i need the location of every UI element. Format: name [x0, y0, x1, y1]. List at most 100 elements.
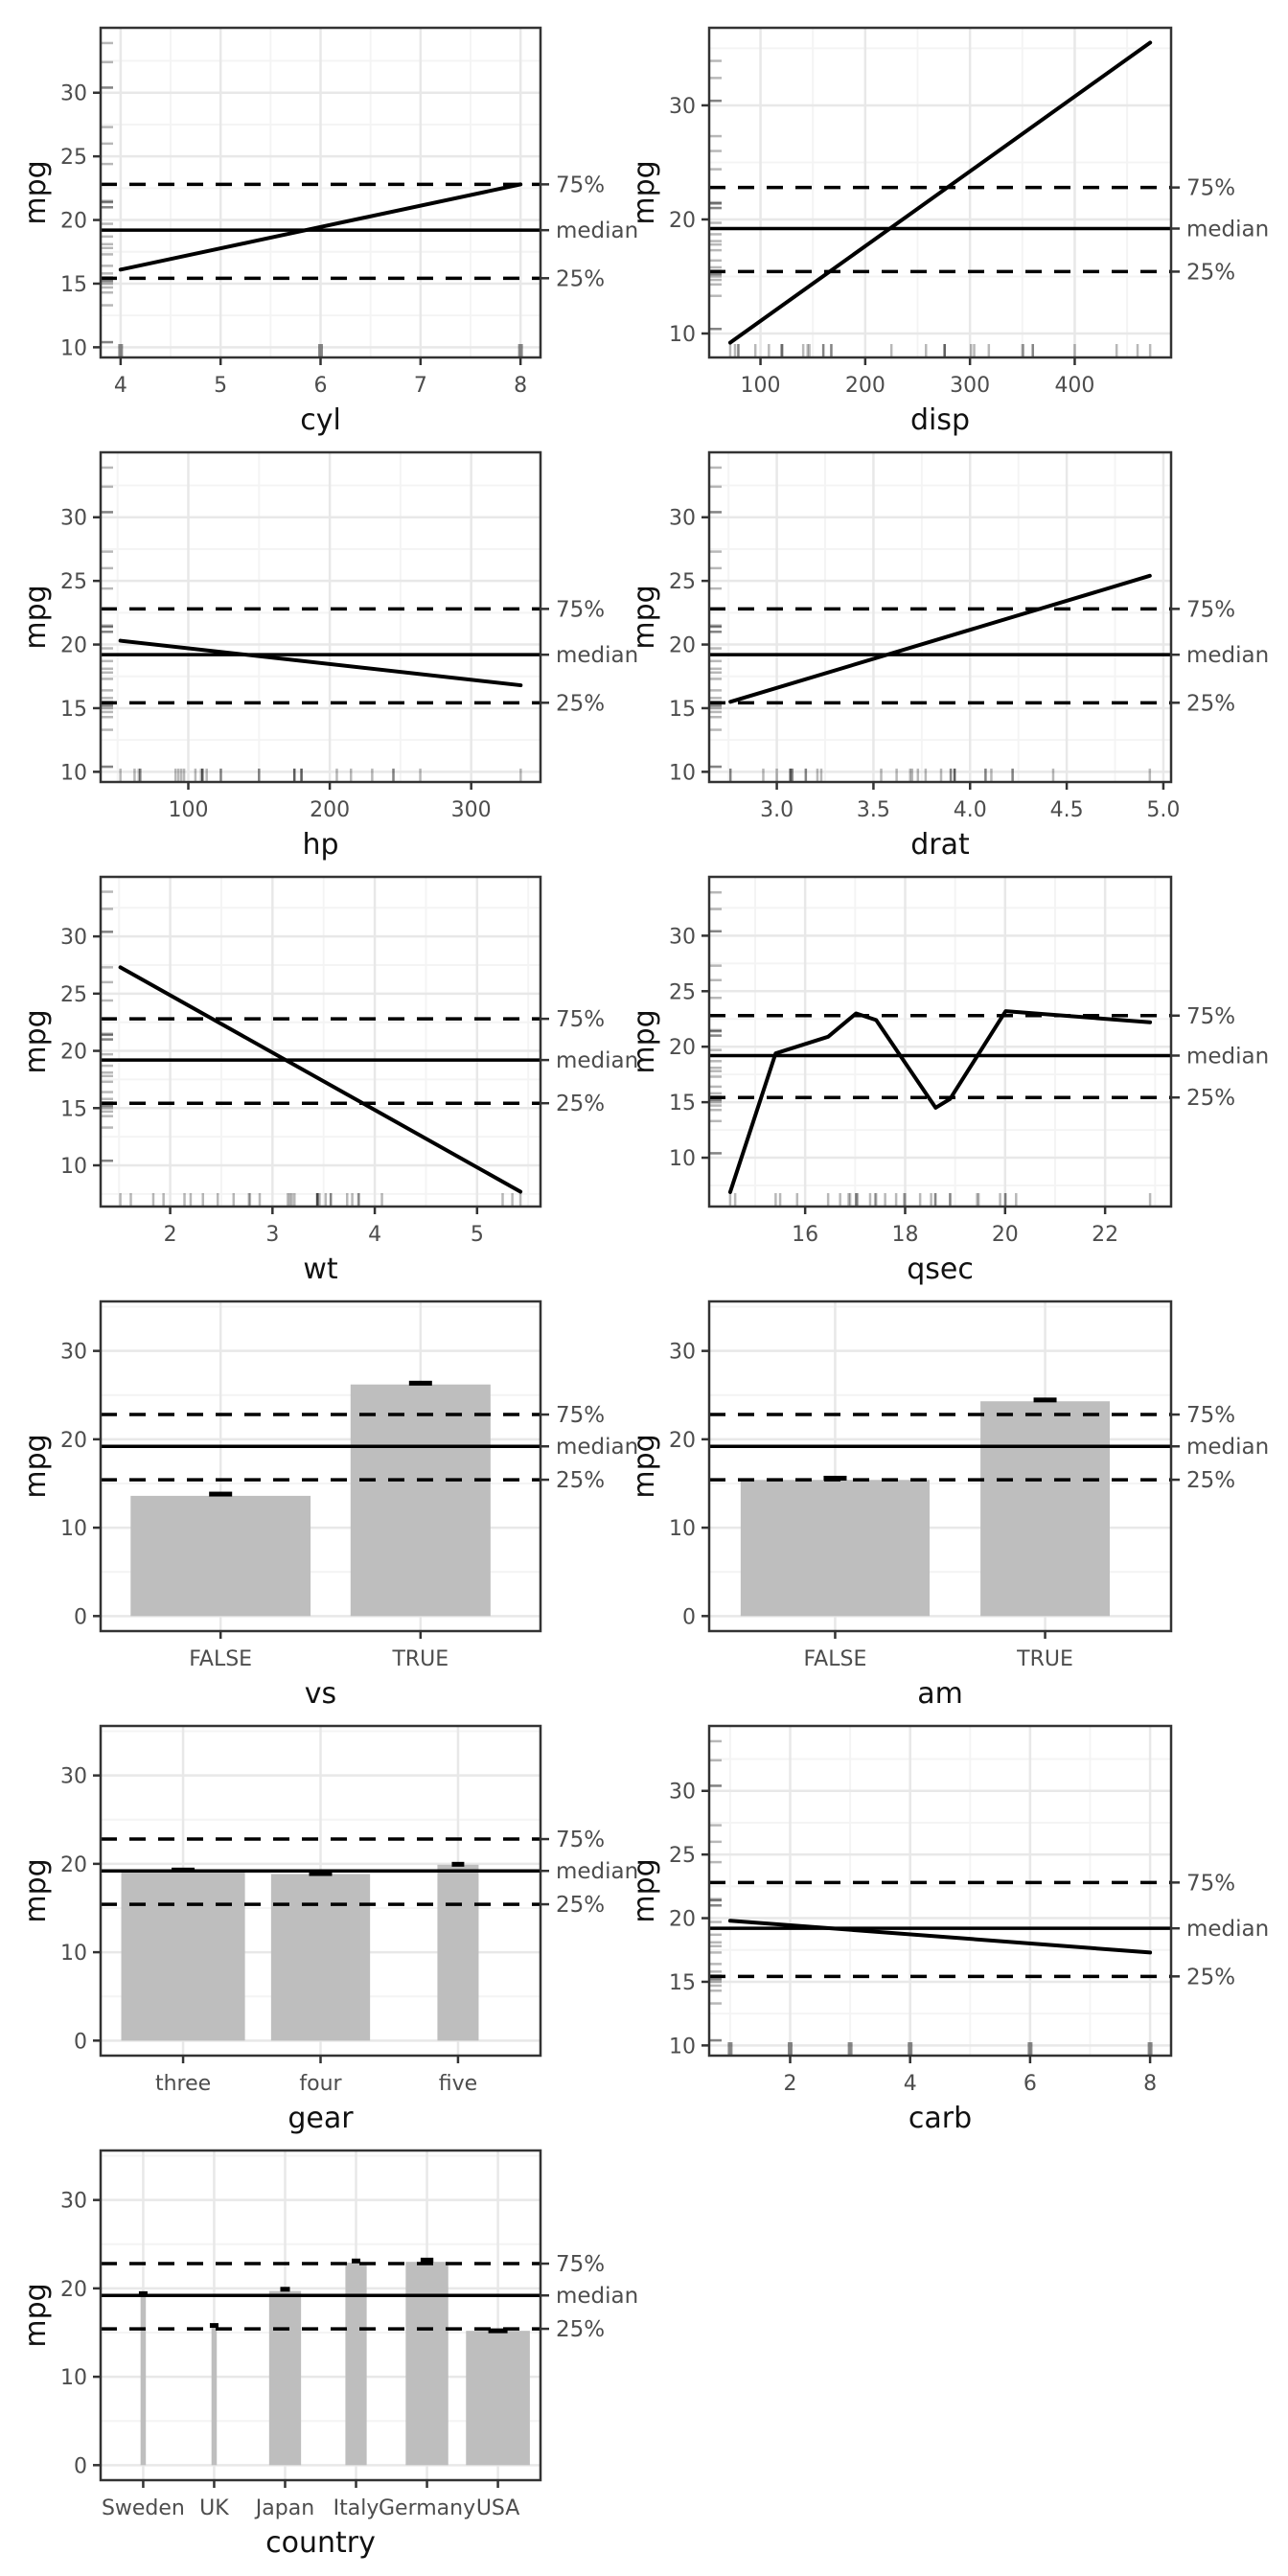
reference-label-75pct: 75%	[1186, 1871, 1235, 1896]
reference-labels: 75% median 25%	[540, 1828, 638, 1918]
x-tick-label: 18	[891, 1223, 918, 1247]
reference-label-75pct: 75%	[556, 1007, 605, 1032]
panel-border	[707, 875, 1173, 1208]
y-tick-label: 30	[669, 925, 696, 949]
reference-label-25pct: 25%	[556, 266, 605, 291]
panel-grid	[709, 28, 1171, 357]
panel-grid	[709, 877, 1171, 1207]
x-tick-label: 4	[368, 1223, 381, 1247]
y-tick-label: 20	[669, 209, 696, 233]
model-line	[118, 965, 523, 1194]
y-axis-title: mpg	[19, 1858, 53, 1922]
axes: 2 3 4 5 10 15 20 25 30	[60, 926, 484, 1247]
panel-border	[99, 875, 542, 1208]
reference-label-75pct: 75%	[556, 1403, 605, 1428]
bar-FALSE	[740, 1480, 931, 1617]
chart-gear: three four five 0 10 20 30 gear mpg 75% median 25%	[19, 1724, 638, 2135]
y-tick-label: 10	[669, 1147, 696, 1171]
rug-marks	[709, 890, 1152, 1208]
reference-label-25pct: 25%	[1186, 691, 1235, 716]
reference-label-median: median	[1186, 217, 1269, 242]
panel-border	[99, 1300, 542, 1633]
y-tick-label: 15	[60, 273, 87, 297]
bars	[130, 1384, 491, 1617]
y-axis-title: mpg	[19, 160, 53, 224]
x-tick-label: 16	[792, 1223, 818, 1247]
reference-label-25pct: 25%	[1186, 1965, 1235, 1990]
reference-label-25pct: 25%	[1186, 1468, 1235, 1493]
bar-five	[437, 1864, 479, 2041]
bar-Sweden	[140, 2294, 147, 2466]
y-tick-label: 10	[60, 1155, 87, 1179]
axes: 16 18 20 22 10 15 20 25 30	[669, 925, 1118, 1247]
reference-label-75pct: 75%	[556, 597, 605, 622]
bar-Germany	[405, 2262, 448, 2466]
rug-marks	[709, 1739, 1153, 2057]
x-tick-label: 5	[214, 374, 227, 398]
x-tick-label: 3.5	[857, 798, 890, 822]
panel-border	[707, 450, 1173, 784]
reference-lines	[709, 1880, 1171, 1979]
y-tick-label: 20	[669, 1036, 696, 1060]
x-axis-title: country	[265, 2526, 376, 2560]
x-tick-label: five	[439, 2072, 477, 2096]
chart-wt: 2 3 4 5 10 15 20 25 30 wt mpg 75% median 25%	[19, 875, 638, 1286]
reference-labels: 75% median 25%	[540, 597, 638, 716]
bar-four	[270, 1874, 371, 2041]
y-tick-label: 10	[669, 323, 696, 347]
panel-border	[707, 1300, 1173, 1633]
chart-vs: FALSE TRUE 0 10 20 30 vs mpg 75% median 25%	[19, 1300, 638, 1711]
y-tick-label: 30	[669, 1341, 696, 1365]
x-axis-title: gear	[288, 2102, 354, 2135]
y-tick-label: 25	[60, 570, 87, 594]
axes: 4 5 6 7 8 10 15 20 25 30	[60, 82, 527, 398]
reference-label-75pct: 75%	[556, 1828, 605, 1852]
bar-marker	[309, 1871, 333, 1876]
y-tick-label: 20	[60, 210, 87, 234]
y-tick-label: 30	[669, 1781, 696, 1805]
chart-hp: 100 200 300 10 15 20 25 30 hp mpg 75% median 25%	[19, 450, 638, 862]
y-axis-title: mpg	[628, 1434, 661, 1498]
x-tick-label: 100	[169, 798, 209, 822]
y-tick-label: 25	[60, 146, 87, 170]
reference-label-median: median	[556, 1048, 638, 1073]
x-tick-label: 200	[845, 374, 886, 398]
panel-border	[707, 1724, 1173, 2058]
reference-labels: 75% median 25%	[1171, 1871, 1269, 1990]
y-tick-label: 15	[60, 1097, 87, 1121]
model-line	[727, 1009, 1153, 1194]
reference-labels: 75% median 25%	[1171, 1004, 1269, 1111]
reference-label-75pct: 75%	[556, 2252, 605, 2277]
y-axis-title: mpg	[628, 160, 661, 224]
axes: 2 4 6 8 10 15 20 25 30	[669, 1781, 1157, 2096]
x-axis-title: disp	[910, 403, 970, 437]
x-axis-title: qsec	[907, 1253, 974, 1286]
bar-USA	[466, 2331, 530, 2466]
bar-marker	[172, 1867, 196, 1873]
reference-label-25pct: 25%	[556, 1092, 605, 1116]
y-tick-label: 20	[669, 1429, 696, 1453]
y-tick-label: 30	[60, 2190, 87, 2214]
reference-lines	[101, 1413, 540, 1482]
x-tick-label: 6	[314, 374, 328, 398]
x-tick-label: Italy	[334, 2496, 380, 2520]
rug-marks	[101, 41, 523, 358]
reference-label-median: median	[556, 1435, 638, 1460]
x-tick-label: 200	[310, 798, 350, 822]
reference-lines	[709, 607, 1171, 705]
x-tick-label: four	[299, 2072, 342, 2096]
reference-labels: 75% median 25%	[1171, 597, 1269, 716]
axes: Sweden UK Japan Italy Germany USA 0 10 20 30	[60, 2190, 519, 2520]
axes: 100 200 300 10 15 20 25 30	[60, 507, 492, 822]
y-tick-label: 30	[60, 1765, 87, 1789]
reference-label-75pct: 75%	[556, 172, 605, 197]
bar-FALSE	[130, 1495, 311, 1617]
x-axis-title: carb	[908, 2102, 972, 2135]
y-tick-label: 10	[669, 2035, 696, 2058]
reference-labels: 75% median 25%	[540, 1403, 638, 1493]
y-tick-label: 30	[60, 1341, 87, 1365]
y-tick-label: 30	[60, 82, 87, 106]
x-tick-label: 4.0	[954, 798, 987, 822]
reference-lines	[101, 1017, 540, 1105]
